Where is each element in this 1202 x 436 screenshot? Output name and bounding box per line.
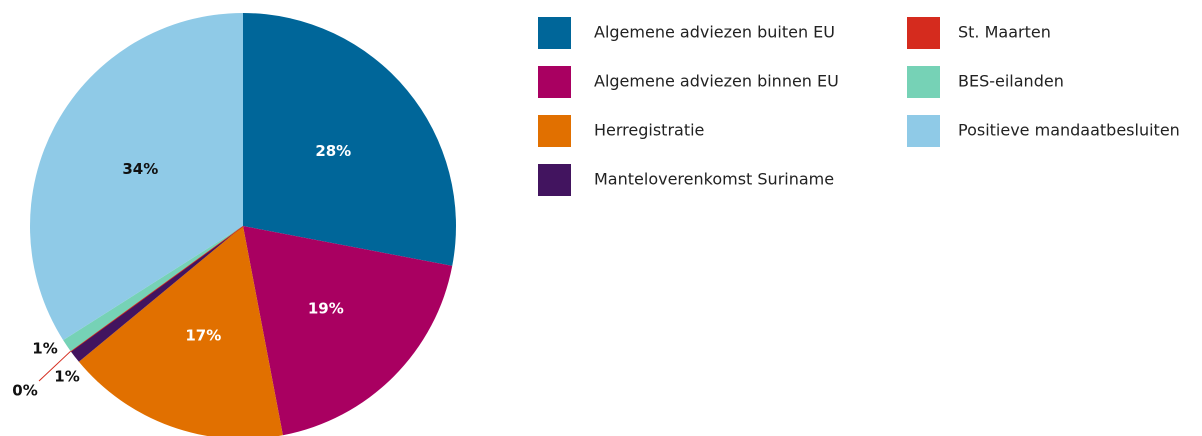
data-label: 1% [54,368,79,386]
data-label: 19% [308,299,344,317]
data-label: 34% [122,160,158,178]
legend-label: St. Maarten [958,23,1051,42]
pie-slice [70,226,243,362]
legend-label: BES-eilanden [958,72,1064,91]
legend-label: Herregistratie [594,121,704,140]
data-label: 17% [185,327,221,345]
legend-swatch [907,17,940,49]
legend-label: Manteloverenkomst Suriname [594,170,834,189]
pie-slice [78,226,283,436]
legend-swatch [538,66,571,98]
pie-slice [243,13,457,266]
pie-slice [63,226,243,352]
legend-label: Algemene adviezen binnen EU [594,72,839,91]
legend-swatch [538,164,571,196]
pie-slice [30,13,244,341]
data-label: 28% [315,142,351,160]
legend-swatch [538,17,571,49]
leader-line [38,350,72,382]
pie-slice [243,226,453,436]
legend-swatch [538,115,571,147]
data-label: 1% [32,340,57,358]
legend-label: Positieve mandaatbesluiten [958,121,1180,140]
legend-swatch [907,115,940,147]
data-label: 0% [12,382,37,400]
legend-label: Algemene adviezen buiten EU [594,23,835,42]
legend-swatch [907,66,940,98]
